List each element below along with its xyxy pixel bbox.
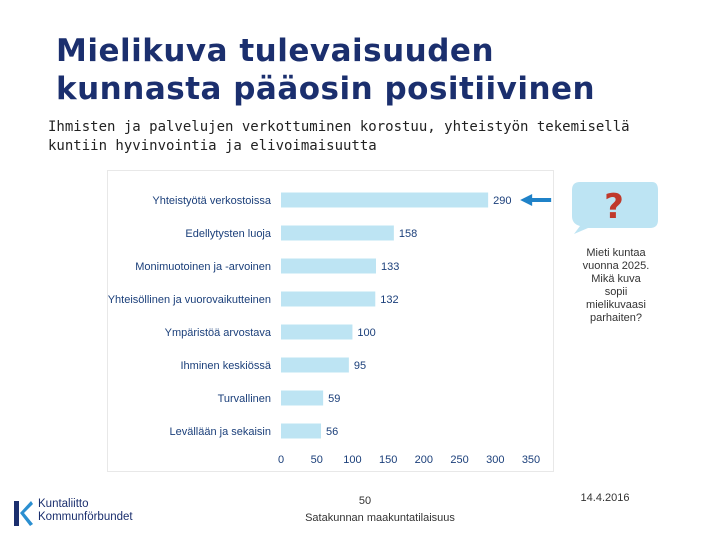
bar xyxy=(281,258,376,274)
slide-subtitle: Ihmisten ja palvelujen verkottuminen kor… xyxy=(48,118,688,156)
bar xyxy=(281,225,394,241)
question-bubble: ? xyxy=(568,178,660,234)
page-number: 50 xyxy=(358,495,372,507)
x-tick-label: 0 xyxy=(278,454,284,466)
side-note-line: sopii xyxy=(604,286,628,298)
question-mark-icon: ? xyxy=(604,187,624,227)
slide-subtitle-line-2: kuntiin hyvinvointia ja elivoimaisuutta xyxy=(48,138,377,154)
data-label: 56 xyxy=(326,426,338,438)
category-label: Ihminen keskiössä xyxy=(181,360,272,372)
bar xyxy=(281,390,324,406)
bar xyxy=(281,324,353,340)
data-label: 290 xyxy=(493,195,511,207)
x-tick-label: 300 xyxy=(486,454,504,466)
data-label: 100 xyxy=(357,327,375,339)
x-tick-label: 50 xyxy=(311,454,323,466)
category-label: Monimuotoinen ja -arvoinen xyxy=(135,261,271,273)
data-label: 132 xyxy=(380,294,398,306)
highlight-arrow-icon xyxy=(520,194,533,206)
data-label: 133 xyxy=(381,261,399,273)
logo-text: Kuntaliitto Kommunförbundet xyxy=(38,498,133,524)
slide-subtitle-line-1: Ihmisten ja palvelujen verkottuminen kor… xyxy=(48,119,630,135)
logo-line-1: Kuntaliitto xyxy=(38,498,89,510)
category-label: Levällään ja sekaisin xyxy=(169,426,271,438)
bar xyxy=(281,357,349,373)
x-tick-label: 200 xyxy=(415,454,433,466)
x-tick-label: 150 xyxy=(379,454,397,466)
side-note-line: parhaiten? xyxy=(590,312,642,324)
kuntaliitto-logo: Kuntaliitto Kommunförbundet xyxy=(12,498,152,530)
logo-line-2: Kommunförbundet xyxy=(38,511,133,523)
data-label: 158 xyxy=(399,228,417,240)
x-tick-label: 350 xyxy=(522,454,540,466)
slide-title-line-1: Mielikuva tulevaisuuden xyxy=(56,33,495,69)
x-tick-label: 100 xyxy=(343,454,361,466)
side-note-line: vuonna 2025. xyxy=(582,260,650,272)
footer-source: Satakunnan maakuntatilaisuus xyxy=(305,512,455,524)
footer-date: 14.4.2016 xyxy=(580,492,630,504)
side-note: Mieti kuntaa vuonna 2025. Mikä kuva sopi… xyxy=(566,247,666,325)
bar xyxy=(281,423,321,439)
category-label: Turvallinen xyxy=(218,393,271,405)
bar-chart: Yhteistyötä verkostoissa 290 Edellytysten … xyxy=(107,170,554,472)
category-label: Yhteisöllinen ja vuorovaikutteinen xyxy=(108,294,271,306)
category-label: Edellytysten luoja xyxy=(185,228,271,240)
slide-title-line-2: kunnasta pääosin positiivinen xyxy=(56,71,596,107)
bar xyxy=(281,192,489,208)
side-note-line: Mieti kuntaa xyxy=(586,247,646,259)
highlight-arrow-shaft xyxy=(531,198,552,202)
side-note-line: Mikä kuva xyxy=(591,273,641,285)
kuntaliitto-k-logo-icon xyxy=(14,501,33,526)
data-label: 95 xyxy=(354,360,366,372)
category-label: Yhteistyötä verkostoissa xyxy=(152,195,271,207)
speech-bubble-icon: ? xyxy=(572,182,658,234)
category-label: Ympäristöä arvostava xyxy=(165,327,272,339)
bar-chart-svg: Yhteistyötä verkostoissa 290 Edellytysten … xyxy=(108,192,552,466)
side-note-line: mielikuvaasi xyxy=(586,299,646,311)
slide-title: Mielikuva tulevaisuuden kunnasta pääosin… xyxy=(56,32,676,108)
bar xyxy=(281,291,376,307)
x-tick-label: 250 xyxy=(450,454,468,466)
data-label: 59 xyxy=(328,393,340,405)
